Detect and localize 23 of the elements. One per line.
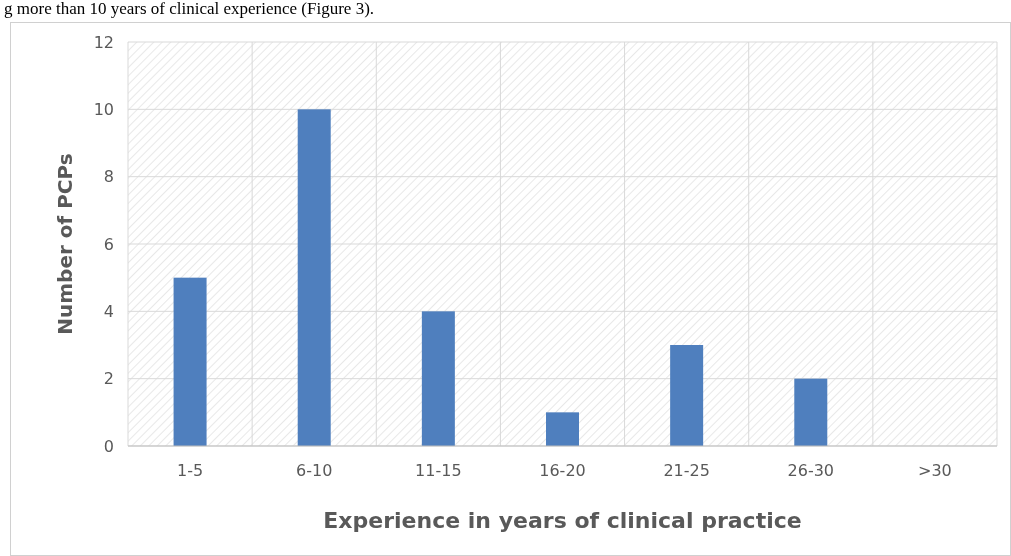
bar [297, 109, 331, 446]
bar [794, 378, 828, 446]
y-axis-title: Number of PCPs [53, 153, 77, 335]
x-axis-title: Experience in years of clinical practice [323, 508, 802, 533]
bar [546, 412, 579, 446]
x-tick-label: 21-25 [663, 461, 710, 480]
y-tick-label: 0 [103, 436, 114, 456]
y-tick-label: 6 [103, 234, 114, 254]
x-tick-label: >30 [918, 461, 952, 480]
y-tick-label: 4 [103, 301, 114, 321]
y-tick-label: 2 [103, 369, 114, 389]
bar [173, 277, 207, 446]
x-tick-label: 11-15 [415, 461, 462, 480]
x-tick-label: 1-5 [177, 461, 204, 480]
y-tick-label: 8 [103, 167, 114, 187]
bar [421, 311, 455, 446]
x-tick-label: 26-30 [787, 461, 835, 480]
y-tick-label: 10 [93, 99, 114, 119]
y-tick-label: 12 [93, 32, 114, 52]
x-tick-label: 6-10 [296, 461, 333, 480]
text: g more than 10 years of clinical experience (Figure 3). [4, 0, 375, 18]
bar [670, 345, 704, 446]
x-tick-label: 16-20 [539, 461, 586, 480]
